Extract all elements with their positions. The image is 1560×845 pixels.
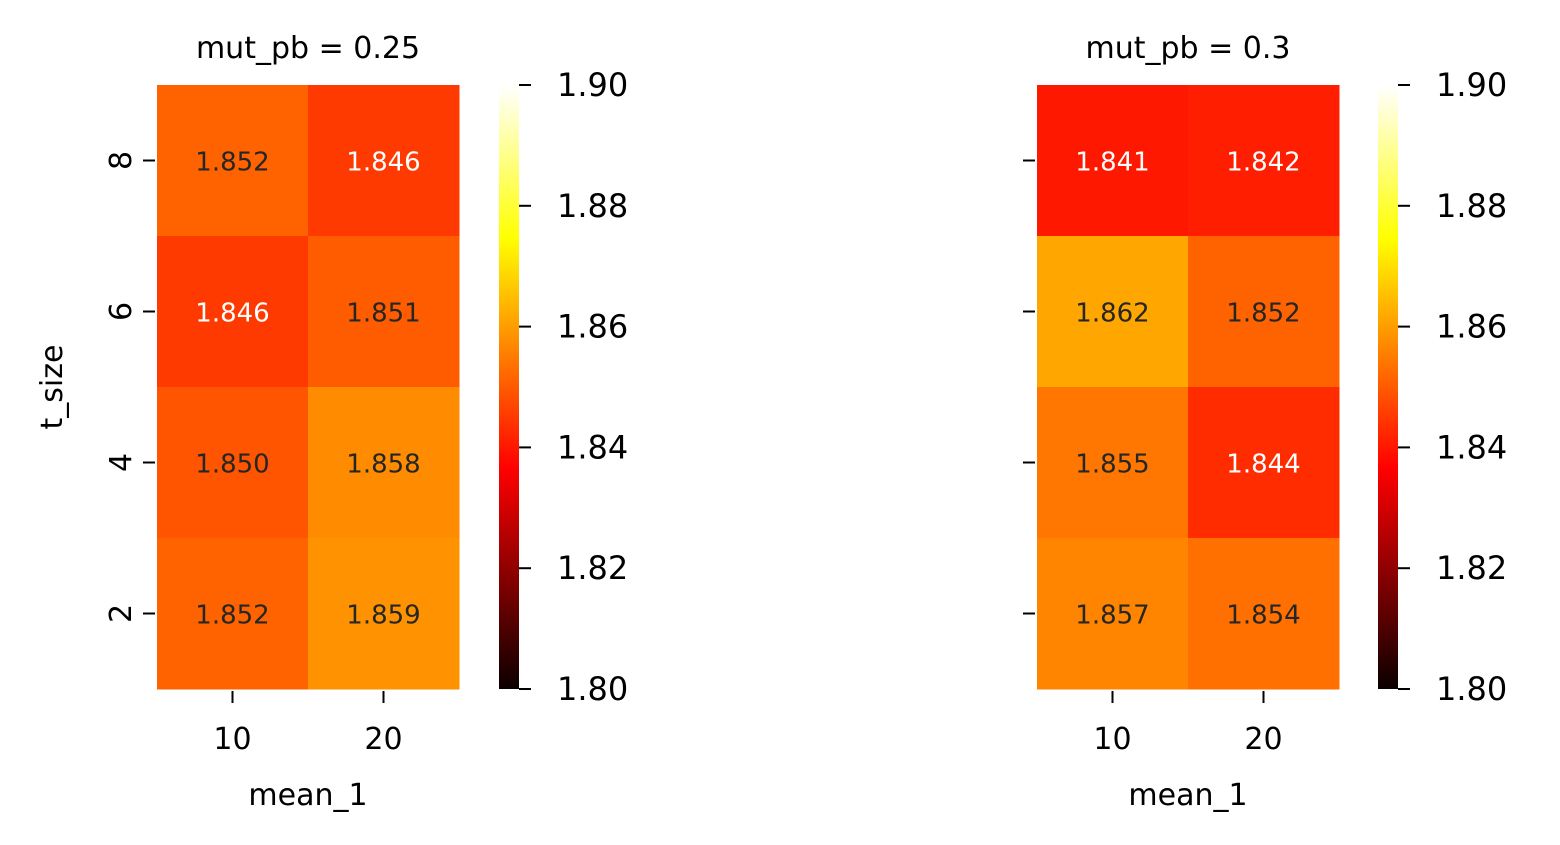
cell-label: 1.852 [1226,299,1300,329]
cell-label: 1.859 [346,601,420,631]
colorbar-tick-label: 1.84 [557,428,628,466]
cell-label: 1.857 [1075,601,1149,631]
colorbar: 1.80 1.82 1.84 1.86 1.88 1.90 [499,66,628,708]
cell-label: 1.855 [1075,450,1149,480]
cell-label: 1.854 [1226,601,1300,631]
colorbar-gradient [1378,85,1398,689]
heatmap-cell [1037,538,1189,690]
panel-title: mut_pb = 0.3 [1085,31,1290,66]
y-tick-label: 6 [104,302,139,321]
colorbar-gradient [499,85,519,689]
colorbar-tick-label: 1.86 [1436,308,1507,346]
colorbar-tick-label: 1.88 [1436,187,1507,225]
cell-label: 1.846 [195,299,269,329]
heatmap-cell [1188,236,1340,388]
colorbar-tick-label: 1.90 [557,66,628,104]
heatmap-cell [1188,85,1340,237]
cell-label: 1.852 [195,601,269,631]
colorbar-tick-label: 1.84 [1436,428,1507,466]
panel-title: mut_pb = 0.25 [196,31,420,66]
colorbar-tick-label: 1.86 [557,308,628,346]
colorbar-tick-label: 1.80 [557,670,628,708]
cell-label: 1.842 [1226,148,1300,178]
cell-label: 1.852 [195,148,269,178]
heatmap-cell [308,85,460,237]
heatmap-cell [1037,85,1189,237]
colorbar-tick-label: 1.82 [1436,549,1507,587]
x-axis-label: mean_1 [248,778,367,813]
x-tick-label: 20 [364,722,402,757]
heatmap-cell [1188,538,1340,690]
colorbar-tick-label: 1.80 [1436,670,1507,708]
cell-label: 1.858 [346,450,420,480]
cell-label: 1.862 [1075,299,1149,329]
heatmap-cell [157,538,309,690]
colorbar: 1.80 1.82 1.84 1.86 1.88 1.90 [1378,66,1507,708]
x-tick-label: 10 [1093,722,1131,757]
y-tick-label: 4 [104,453,139,472]
cell-label: 1.851 [346,299,420,329]
heatmap-cell [308,387,460,539]
heatmap-cell [157,85,309,237]
cell-label: 1.850 [195,450,269,480]
heatmap-cell [1188,387,1340,539]
heatmap-cell [1037,387,1189,539]
x-axis-label: mean_1 [1128,778,1247,813]
cell-label: 1.844 [1226,450,1300,480]
heatmap-cell [308,236,460,388]
heatmap-cell [308,538,460,690]
x-tick-label: 10 [213,722,251,757]
y-tick-label: 2 [104,604,139,623]
cell-label: 1.841 [1075,148,1149,178]
heatmap-panel-2: mut_pb = 0.3 1.841 1.842 1.862 1.852 1.855 1.8… [1023,31,1507,813]
heatmap-cell [157,236,309,388]
heatmap-cell [157,387,309,539]
y-tick-label: 8 [104,151,139,170]
heatmap-cell [1037,236,1189,388]
x-tick-label: 20 [1244,722,1282,757]
cell-label: 1.846 [346,148,420,178]
colorbar-tick-label: 1.82 [557,549,628,587]
colorbar-tick-label: 1.90 [1436,66,1507,104]
colorbar-tick-label: 1.88 [557,187,628,225]
y-axis-label: t_size [35,345,70,430]
